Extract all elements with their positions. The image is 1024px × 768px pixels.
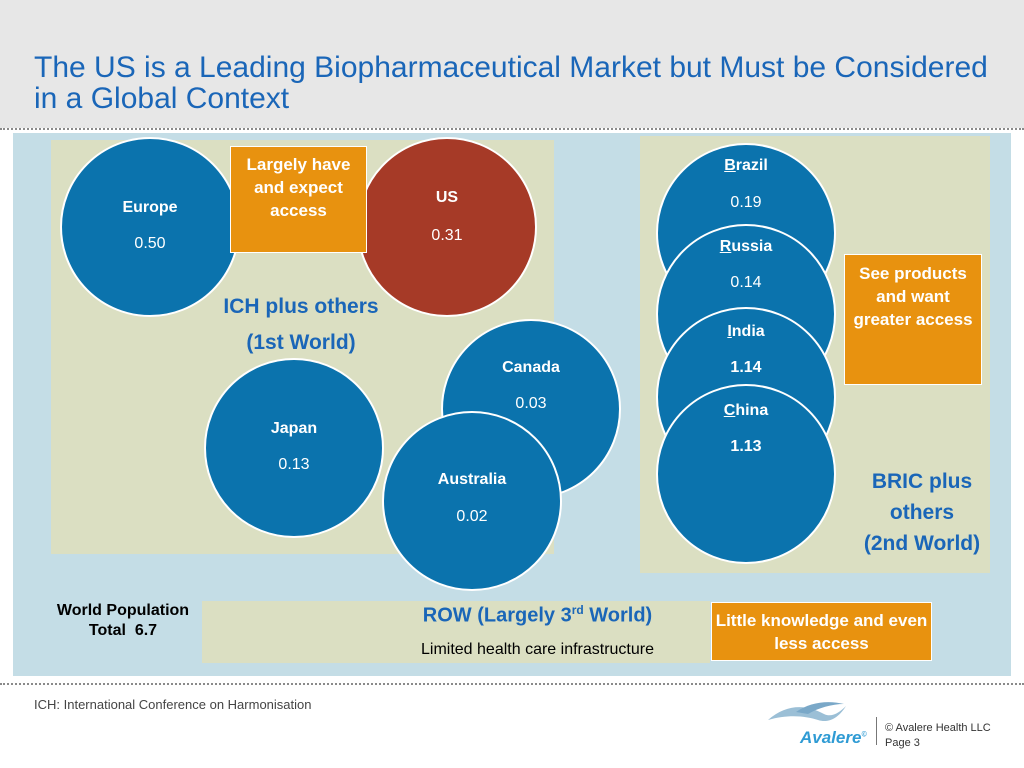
canada-name: Canada — [502, 359, 560, 376]
ich-label-line1: ICH plus others — [223, 295, 379, 318]
population-total: Total 6.7 — [88, 622, 158, 639]
brazil-value: 0.19 — [730, 194, 762, 211]
brazil-initial: B — [724, 157, 736, 174]
russia-initial: R — [719, 238, 732, 255]
china-value: 1.13 — [730, 438, 762, 455]
slide-title: The US is a Leading Biopharmaceutical Ma… — [34, 51, 988, 115]
world-population-label: World Population Total 6.7 — [28, 601, 218, 641]
row-group-title: ROW (Largely 3rd World) — [365, 603, 710, 628]
population-line1: World Population — [56, 602, 190, 619]
australia-name: Australia — [437, 471, 507, 488]
japan-name: Japan — [270, 420, 318, 437]
logo-mark: © — [861, 731, 867, 739]
china-name-rest: hina — [735, 402, 769, 419]
brazil-name: Brazil — [658, 157, 834, 175]
page-number: Page 3 — [885, 737, 920, 749]
bric-label-line1: BRIC plus — [871, 470, 973, 493]
row-region — [202, 601, 710, 663]
india-name: India — [658, 323, 834, 341]
europe-circle: Europe 0.50 — [60, 137, 240, 317]
avalere-logo: Avalere© — [800, 728, 867, 748]
australia-value: 0.02 — [456, 508, 488, 525]
slide-header — [0, 0, 1024, 128]
row-title-end: World) — [583, 604, 653, 627]
australia-circle: Australia 0.02 — [382, 411, 562, 591]
japan-circle: Japan 0.13 — [204, 358, 384, 538]
india-name-rest: ndia — [731, 323, 765, 340]
row-access-note: Little knowledge and even less access — [711, 602, 932, 661]
ich-access-note: Largely have and expect access — [230, 146, 367, 253]
logo-separator — [876, 717, 877, 745]
copyright-text: © Avalere Health LLC — [885, 722, 991, 734]
ich-footnote: ICH: International Conference on Harmoni… — [34, 697, 312, 712]
russia-name: Russia — [658, 238, 834, 256]
row-group-subtitle: Limited health care infrastructure — [421, 641, 654, 658]
footer-info: © Avalere Health LLC Page 3 — [885, 721, 991, 751]
india-initial: I — [727, 323, 732, 340]
russia-value: 0.14 — [730, 274, 762, 291]
row-title-sup: rd — [571, 603, 584, 617]
india-value: 1.14 — [730, 359, 762, 376]
ich-group-label: ICH plus others (1st World) — [196, 289, 406, 361]
bric-label-line3: (2nd World) — [863, 532, 981, 555]
china-name: China — [658, 402, 834, 420]
brazil-name-rest: razil — [735, 157, 768, 174]
us-name: US — [435, 189, 459, 206]
bric-group-label: BRIC plus others (2nd World) — [828, 466, 1016, 559]
europe-value: 0.50 — [134, 235, 166, 252]
japan-value: 0.13 — [278, 456, 310, 473]
canada-value: 0.03 — [515, 395, 547, 412]
us-value: 0.31 — [431, 227, 463, 244]
china-initial: C — [723, 402, 736, 419]
avalere-wave-icon — [768, 702, 846, 722]
footer-divider — [0, 683, 1024, 685]
ich-label-line2: (1st World) — [246, 331, 356, 354]
china-circle: China 1.13 — [656, 384, 836, 564]
russia-name-rest: ussia — [731, 238, 773, 255]
logo-text: Avalere — [800, 728, 862, 747]
bric-access-note: See products and want greater access — [844, 254, 982, 385]
bric-label-line2: others — [889, 501, 955, 524]
header-divider — [0, 128, 1024, 130]
row-title-main: ROW (Largely 3 — [422, 604, 572, 627]
europe-name: Europe — [122, 199, 178, 216]
us-circle: US 0.31 — [357, 137, 537, 317]
